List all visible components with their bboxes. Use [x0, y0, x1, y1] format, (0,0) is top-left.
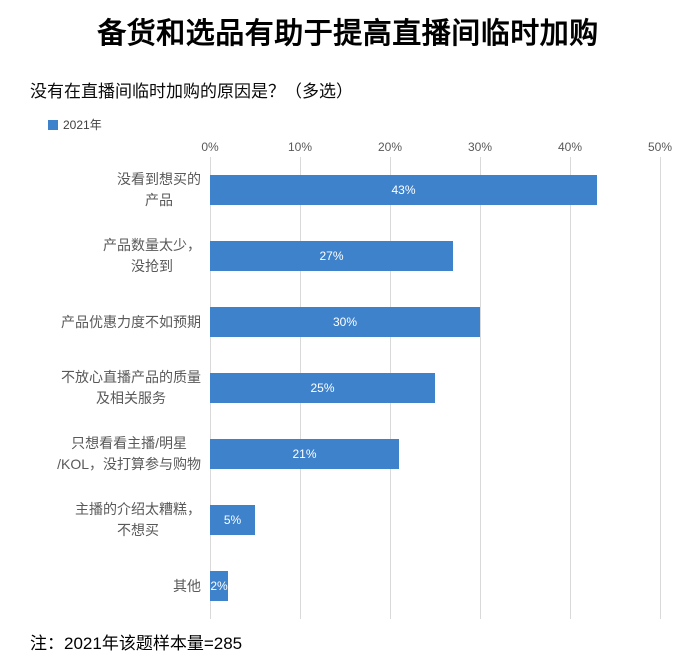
- bar-value-label: 5%: [223, 513, 242, 527]
- bar-chart: 0% 10% 20% 30% 40% 50% 没看到想买的 产品 43% 产品数量太少， …: [0, 140, 696, 619]
- bar-value-label: 27%: [319, 249, 344, 263]
- bar-value-label: 2%: [210, 579, 228, 593]
- bar-track: 25%: [210, 373, 660, 403]
- gridline: [480, 157, 481, 619]
- category-label: 其他: [0, 576, 210, 597]
- bar: 5%: [210, 505, 255, 535]
- bar: 43%: [210, 175, 597, 205]
- footnote: 注：2021年该题样本量=285: [30, 634, 243, 653]
- gridline: [660, 157, 661, 619]
- gridline: [570, 157, 571, 619]
- legend: 2021年: [48, 116, 696, 133]
- chart-row: 没看到想买的 产品 43%: [0, 157, 661, 223]
- category-label: 没看到想买的 产品: [0, 169, 210, 211]
- x-axis: 0% 10% 20% 30% 40% 50%: [201, 140, 672, 157]
- chart-row: 不放心直播产品的质量 及相关服务 25%: [0, 355, 661, 421]
- x-axis-tick: 10%: [287, 140, 313, 154]
- bar-track: 5%: [210, 505, 660, 535]
- bar: 30%: [210, 307, 480, 337]
- bar-track: 27%: [210, 241, 660, 271]
- x-axis-tick: 50%: [647, 140, 673, 154]
- chart-question: 没有在直播间临时加购的原因是？（多选）: [30, 82, 353, 101]
- category-label-text: 主播的介绍太糟糕， 不想买: [75, 501, 201, 538]
- legend-label: 2021年: [63, 118, 102, 132]
- bar-value-label: 43%: [391, 183, 416, 197]
- bar-track: 30%: [210, 307, 660, 337]
- category-label: 只想看看主播/明星 /KOL，没打算参与购物: [0, 433, 210, 475]
- legend-swatch-icon: [48, 119, 58, 130]
- x-axis-tick: 30%: [467, 140, 493, 154]
- category-label-text: 没看到想买的 产品: [117, 171, 201, 208]
- bar-track: 43%: [210, 175, 660, 205]
- category-label-text: 其他: [173, 577, 201, 594]
- bar: 25%: [210, 373, 435, 403]
- x-axis-tick: 0%: [201, 140, 219, 154]
- category-label: 产品数量太少， 没抢到: [0, 235, 210, 277]
- bar: 2%: [210, 571, 228, 601]
- chart-row: 主播的介绍太糟糕， 不想买 5%: [0, 487, 661, 553]
- bar-value-label: 25%: [310, 381, 335, 395]
- x-axis-tick: 40%: [557, 140, 583, 154]
- category-label-text: 只想看看主播/明星 /KOL，没打算参与购物: [57, 435, 201, 472]
- category-label: 产品优惠力度不如预期: [0, 312, 210, 333]
- bar-track: 2%: [210, 571, 660, 601]
- bar: 27%: [210, 241, 453, 271]
- category-label-text: 产品优惠力度不如预期: [61, 313, 201, 330]
- page-title: 备货和选品有助于提高直播间临时加购: [97, 18, 599, 50]
- plot-area: 没看到想买的 产品 43% 产品数量太少， 没抢到 27% 产品优惠力度不如预期…: [0, 157, 661, 619]
- chart-row: 产品优惠力度不如预期 30%: [0, 289, 661, 355]
- chart-row: 只想看看主播/明星 /KOL，没打算参与购物 21%: [0, 421, 661, 487]
- bar-rows: 没看到想买的 产品 43% 产品数量太少， 没抢到 27% 产品优惠力度不如预期…: [0, 157, 661, 619]
- bar-value-label: 21%: [292, 447, 317, 461]
- category-label: 主播的介绍太糟糕， 不想买: [0, 499, 210, 541]
- bar-value-label: 30%: [332, 315, 358, 329]
- category-label: 不放心直播产品的质量 及相关服务: [0, 367, 210, 409]
- category-label-text: 产品数量太少， 没抢到: [103, 237, 201, 274]
- chart-row: 其他 2%: [0, 553, 661, 619]
- x-axis-tick: 20%: [377, 140, 403, 154]
- chart-row: 产品数量太少， 没抢到 27%: [0, 223, 661, 289]
- bar-track: 21%: [210, 439, 660, 469]
- category-label-text: 不放心直播产品的质量 及相关服务: [61, 369, 201, 406]
- bar: 21%: [210, 439, 399, 469]
